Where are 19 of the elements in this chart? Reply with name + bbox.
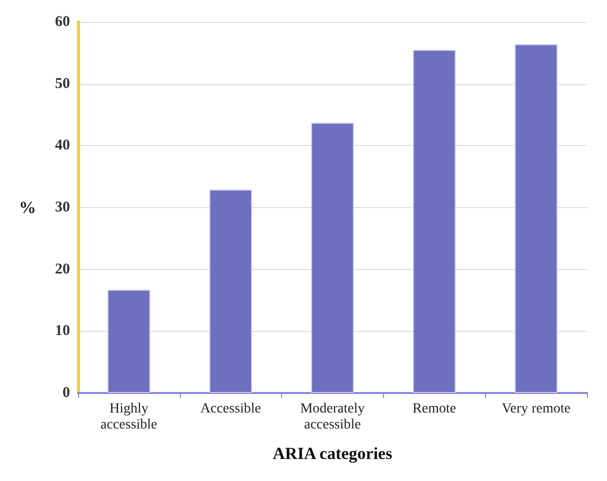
y-tick-label: 10 <box>55 323 70 340</box>
bar <box>108 290 150 393</box>
bar <box>412 50 456 393</box>
x-tick-label: Accessible <box>200 402 262 416</box>
bar <box>514 44 558 393</box>
y-tick-label: 0 <box>62 385 70 401</box>
y-tick-label: 20 <box>55 261 70 278</box>
y-tick-label: 60 <box>55 14 70 30</box>
bar <box>311 122 354 393</box>
y-axis-title: % <box>19 198 36 217</box>
y-tick-label: 30 <box>55 200 70 216</box>
y-tick-label: 40 <box>55 138 70 154</box>
x-axis-title: ARIA categories <box>272 444 393 463</box>
bar <box>209 190 252 393</box>
x-tick-label: Very remote <box>502 402 571 416</box>
y-tick-label: 50 <box>55 76 70 92</box>
x-tick-label: Remote <box>412 402 456 416</box>
x-tick-label: Highly accessible <box>100 402 158 432</box>
x-tick-label: Moderately accessible <box>300 402 365 432</box>
